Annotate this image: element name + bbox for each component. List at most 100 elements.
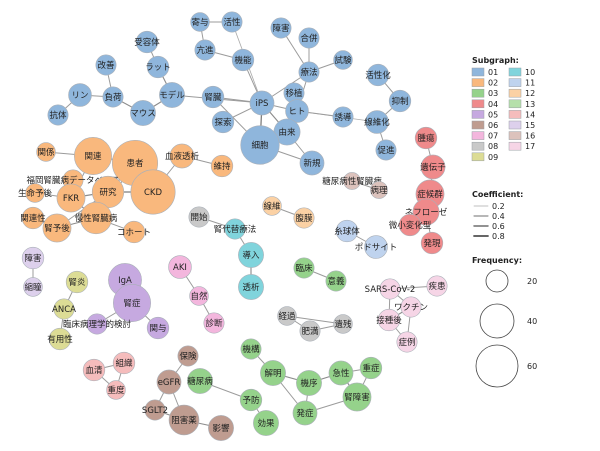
node-label: 組織: [115, 358, 133, 369]
node-label: 発現: [423, 239, 441, 249]
node-n13: 障害: [270, 17, 292, 39]
node-circle: [238, 274, 264, 300]
node-label: 由来: [278, 127, 296, 138]
node-n7: 抗体: [47, 104, 69, 126]
node-circle: [21, 246, 45, 270]
node-n65: 関与: [146, 316, 170, 340]
node-circle: [240, 125, 280, 165]
node-label: 生命予後: [18, 188, 53, 199]
node-label: マウス: [130, 109, 156, 119]
node-n98: 糖尿病性腎臓病: [322, 172, 382, 190]
node-n99: 病理: [370, 181, 388, 199]
node-n12: 機能: [231, 48, 255, 72]
node-n22: iPS: [249, 90, 275, 116]
node-circle: [156, 369, 182, 395]
node-n46: 機構: [240, 338, 262, 360]
legend-swatch-12: [508, 88, 522, 98]
legend-freq-label: 60: [527, 362, 537, 371]
node-n28: 細胞: [240, 125, 280, 165]
node-label: 促進: [377, 145, 395, 156]
node-n34: 生命予後: [18, 183, 53, 203]
node-label: 誘導: [334, 112, 352, 123]
node-circle: [260, 360, 286, 386]
node-circle: [298, 27, 320, 49]
node-circle: [194, 39, 216, 61]
node-label: 血液透析: [165, 151, 200, 162]
node-n11: 亢進: [194, 39, 216, 61]
node-n41: コホート: [117, 220, 151, 244]
node-n64: 臨床病理学的検討: [63, 313, 131, 335]
legend-swatch-09: [471, 152, 485, 162]
node-circle: [249, 90, 275, 116]
node-label: 活性: [223, 17, 241, 28]
node-circle: [270, 17, 292, 39]
node-n94: 疾患: [426, 275, 448, 297]
node-circle: [253, 410, 279, 436]
node-n6: モデル: [159, 82, 185, 108]
node-label: 改善: [97, 60, 115, 71]
node-circle: [366, 63, 390, 87]
legend-swatch-label: 08: [488, 142, 498, 151]
node-circle: [298, 61, 320, 83]
node-n42: 血液透析: [165, 143, 200, 169]
node-circle: [102, 86, 124, 108]
node-label: 腫瘍: [417, 133, 435, 144]
node-circle: [412, 198, 440, 226]
node-label: CKD: [144, 188, 163, 198]
node-circle: [364, 235, 388, 259]
node-circle: [144, 399, 166, 421]
node-n44: 臨床: [293, 257, 315, 279]
node-n63: 腎症: [113, 284, 151, 322]
legend-swatch-04: [471, 99, 485, 109]
node-label: iPS: [256, 99, 269, 109]
node-label: 研究: [99, 187, 117, 198]
node-circle: [146, 55, 170, 79]
node-label: 腎症: [123, 298, 141, 309]
node-circle: [240, 338, 262, 360]
node-circle: [48, 327, 72, 351]
node-n31: 関連: [74, 137, 112, 175]
legend-frequency-title: Frequency:: [472, 256, 522, 265]
node-label: 腎障害: [344, 392, 370, 403]
node-label: 糖尿病性腎臓病: [322, 176, 382, 187]
node-circle: [221, 11, 243, 33]
node-n30: 関係: [36, 142, 56, 162]
node-circle: [342, 382, 372, 412]
node-circle: [285, 99, 309, 123]
node-label: 効果: [257, 418, 275, 429]
node-label: ポドサイト: [355, 243, 398, 253]
node-circle: [377, 308, 401, 332]
node-n67: eGFR: [156, 369, 182, 395]
node-label: 線維化: [364, 117, 390, 128]
node-n72: 自然: [189, 286, 209, 306]
node-n92: 重度: [106, 380, 126, 400]
legend-swatch-label: 09: [488, 153, 498, 162]
node-n53: 予防: [239, 388, 263, 412]
node-circle: [370, 181, 388, 199]
node-n29: 新規: [299, 150, 325, 176]
node-circle: [168, 404, 200, 436]
node-circle: [224, 218, 246, 240]
node-n47: 解明: [260, 360, 286, 386]
legend-swatch-label: 15: [525, 121, 535, 130]
node-label: 腎代替療法: [214, 224, 257, 235]
node-n66: 保険: [177, 345, 199, 367]
node-circle: [130, 100, 156, 126]
node-n83: 透析: [238, 274, 264, 300]
node-circle: [396, 331, 418, 353]
node-label: ワクチン: [394, 303, 428, 313]
node-n38: 関連性: [20, 206, 46, 230]
node-label: 縮瞳: [24, 282, 42, 293]
legend-swatch-label: 11: [525, 79, 535, 88]
node-label: 予防: [242, 395, 260, 406]
legend-coefficient-list: 0.20.40.60.8: [473, 202, 505, 241]
legend-freq-circle: [485, 269, 509, 293]
node-circle: [82, 358, 106, 382]
node-circle: [208, 415, 234, 441]
node-circle: [74, 137, 112, 175]
legend-swatch-label: 04: [488, 100, 498, 109]
node-label: 症例: [398, 337, 415, 348]
legend-swatch-06: [471, 120, 485, 130]
node-label: 自然: [190, 291, 208, 302]
